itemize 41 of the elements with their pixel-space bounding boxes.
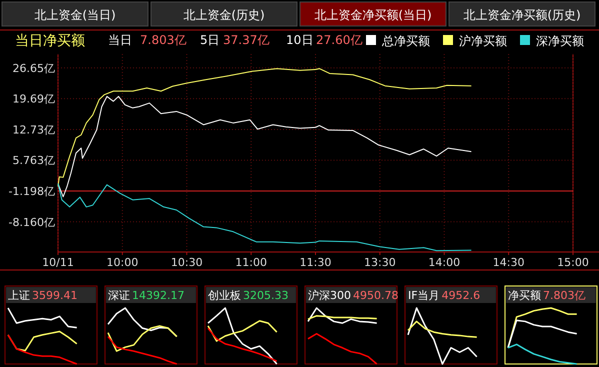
y-tick-label: -8.160亿 bbox=[8, 216, 55, 229]
chart-title: 深证 bbox=[108, 289, 130, 302]
chart-title: 净买额 bbox=[508, 289, 541, 302]
x-tick-label: 15:00 bbox=[557, 256, 589, 269]
text: 北上资金净买额(历史) bbox=[463, 8, 581, 22]
y-tick-label: -1.198亿 bbox=[8, 185, 55, 198]
x-tick-label: 14:30 bbox=[492, 256, 524, 269]
x-tick-label: 11:00 bbox=[235, 256, 267, 269]
y-tick-label: 26.65亿 bbox=[12, 62, 55, 75]
x-tick-label: 10/11 bbox=[42, 256, 74, 269]
chart-subtitle: 4952.6 bbox=[442, 289, 480, 302]
text: 10日 bbox=[286, 33, 314, 47]
chart-subtitle: 14392.17 bbox=[132, 289, 184, 302]
text: 27.60亿 bbox=[316, 33, 362, 47]
legend-label: 深净买额 bbox=[536, 34, 584, 48]
x-tick-label: 10:00 bbox=[106, 256, 138, 269]
chart-title: 当日净买额 bbox=[15, 33, 85, 49]
text: 7.803亿 bbox=[140, 33, 186, 47]
chart-subtitle: 7.803亿 bbox=[543, 289, 586, 302]
chart-subtitle: 3599.41 bbox=[32, 289, 78, 302]
text: 37.37亿 bbox=[223, 33, 270, 47]
chart-subtitle: 4950.78 bbox=[353, 289, 398, 302]
text: 5日 bbox=[200, 33, 220, 47]
legend-label: 沪净买额 bbox=[459, 34, 507, 48]
chart-title: 沪深300 bbox=[308, 289, 351, 302]
x-tick-label: 14:00 bbox=[428, 256, 460, 269]
text: 当日 bbox=[108, 33, 132, 47]
y-tick-label: 12.73亿 bbox=[12, 123, 55, 136]
x-tick-label: 11:30 bbox=[300, 256, 332, 269]
legend-label: 总净买额 bbox=[381, 34, 430, 48]
text: 北上资金(历史) bbox=[183, 8, 265, 22]
text: 北上资金净买额(当日) bbox=[314, 8, 432, 22]
text: 北上资金(当日) bbox=[34, 8, 116, 22]
chart-title: IF当月 bbox=[408, 289, 440, 302]
y-tick-label: 5.763亿 bbox=[12, 154, 55, 168]
chart-subtitle: 3205.33 bbox=[243, 289, 288, 302]
x-tick-label: 13:30 bbox=[364, 256, 396, 269]
chart-title: 创业板 bbox=[208, 289, 241, 302]
y-tick-label: 19.69亿 bbox=[12, 92, 55, 106]
chart-title: 上证 bbox=[8, 289, 30, 302]
x-tick-label: 10:30 bbox=[170, 256, 203, 269]
